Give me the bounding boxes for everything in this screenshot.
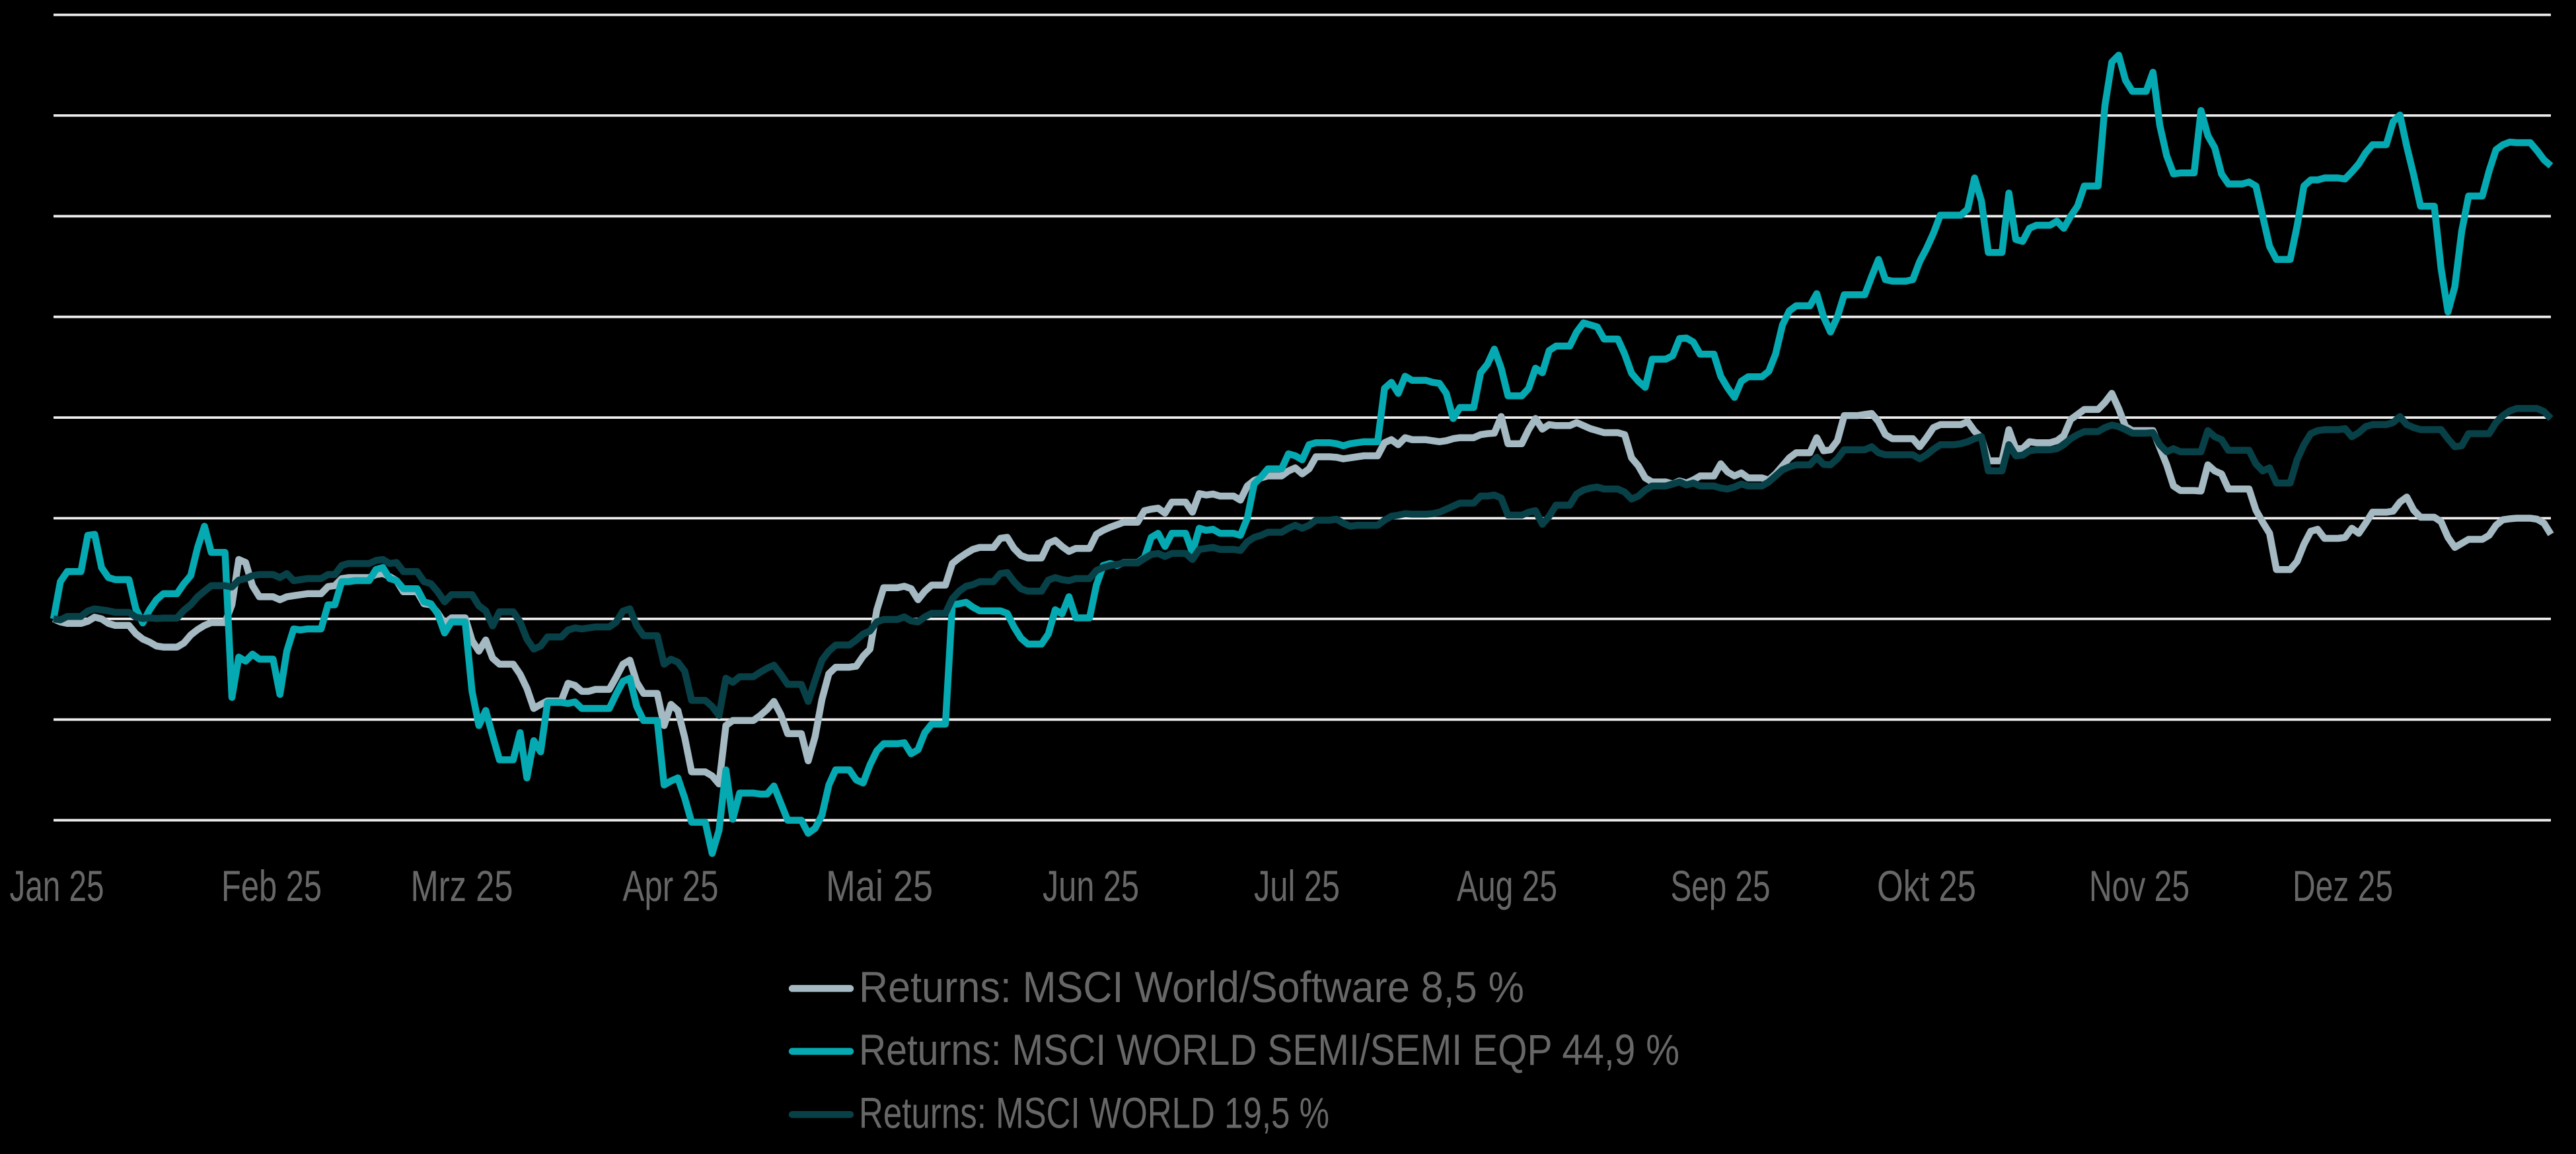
svg-text:Dez 25: Dez 25 [2293,861,2393,910]
svg-text:Aug 25: Aug 25 [1457,861,1557,910]
svg-text:Returns: MSCI World/Software 8: Returns: MSCI World/Software 8,5 % [859,962,1524,1011]
svg-text:Sep 25: Sep 25 [1671,861,1771,910]
svg-text:Jul 25: Jul 25 [1254,861,1340,910]
svg-text:Feb 25: Feb 25 [221,861,322,910]
svg-text:Okt 25: Okt 25 [1877,861,1976,910]
svg-text:Jan 25: Jan 25 [10,861,104,910]
svg-text:Returns: MSCI WORLD 19,5 %: Returns: MSCI WORLD 19,5 % [859,1089,1329,1137]
svg-text:Mai 25: Mai 25 [826,861,933,910]
svg-text:Nov 25: Nov 25 [2089,861,2190,910]
svg-text:Mrz 25: Mrz 25 [411,861,513,910]
svg-text:Apr 25: Apr 25 [623,861,719,910]
svg-text:Returns: MSCI WORLD SEMI/SEMI: Returns: MSCI WORLD SEMI/SEMI EQP 44,9 % [859,1025,1679,1074]
svg-text:Jun 25: Jun 25 [1043,861,1139,910]
